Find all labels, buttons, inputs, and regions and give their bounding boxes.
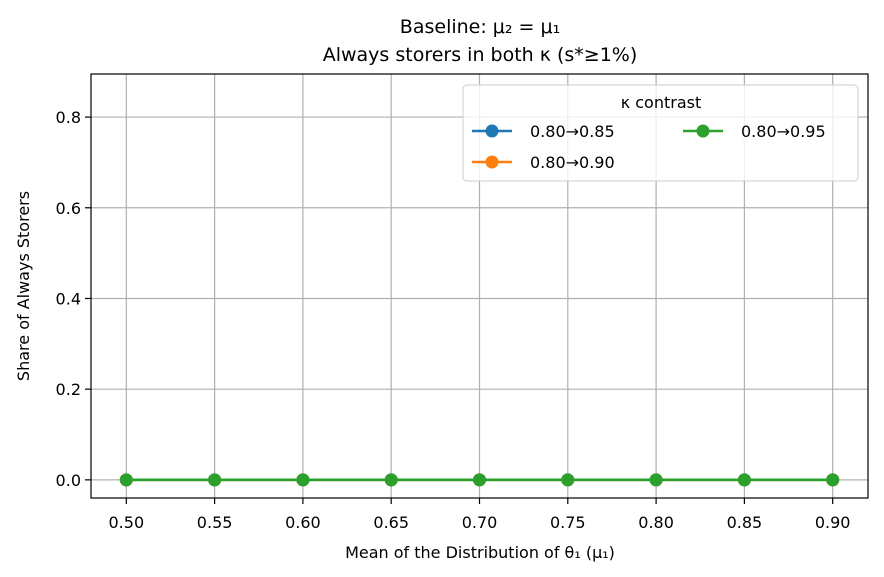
legend-title: κ contrast (621, 93, 702, 112)
legend-label: 0.80→0.95 (741, 122, 826, 141)
y-tick-label: 0.0 (56, 471, 81, 490)
y-tick-label: 0.8 (56, 108, 81, 127)
data-point (384, 473, 398, 487)
data-point (296, 473, 310, 487)
x-tick-label: 0.60 (285, 513, 321, 532)
x-axis-label: Mean of the Distribution of θ₁ (μ₁) (345, 543, 615, 562)
x-tick-label: 0.70 (462, 513, 498, 532)
x-tick-label: 0.55 (197, 513, 233, 532)
series-3 (119, 473, 840, 487)
data-point (826, 473, 840, 487)
chart-title-line1: Baseline: μ₂ = μ₁ (400, 16, 560, 38)
ticks: 0.50 0.55 0.60 0.65 0.70 0.75 0.80 0.85 0.90 0.0 0… (56, 108, 851, 532)
x-tick-label: 0.80 (638, 513, 674, 532)
y-tick-label: 0.6 (56, 199, 81, 218)
x-tick-label: 0.90 (815, 513, 851, 532)
data-point (737, 473, 751, 487)
y-tick-label: 0.4 (56, 289, 81, 308)
data-point (649, 473, 663, 487)
y-tick-label: 0.2 (56, 380, 81, 399)
data-point (473, 473, 486, 487)
chart-title-line2: Always storers in both κ (s*≥1%) (323, 44, 638, 66)
legend-label: 0.80→0.85 (530, 122, 615, 141)
legend-marker (485, 155, 499, 169)
x-tick-label: 0.65 (373, 513, 409, 532)
x-tick-label: 0.75 (550, 513, 586, 532)
series-lines (119, 473, 840, 487)
x-tick-label: 0.50 (109, 513, 145, 532)
legend-label: 0.80→0.90 (530, 153, 615, 172)
x-tick-label: 0.85 (727, 513, 763, 532)
legend-marker (485, 124, 499, 138)
data-point (119, 473, 133, 487)
legend: κ contrast 0.80→0.85 0.80→0.90 0.80→0.95 (462, 84, 859, 182)
legend-entries: 0.80→0.85 0.80→0.90 0.80→0.95 (472, 122, 826, 172)
legend-box (462, 84, 859, 182)
legend-entry: 0.80→0.85 (472, 122, 615, 141)
legend-marker (696, 124, 710, 138)
legend-entry: 0.80→0.90 (472, 153, 615, 172)
legend-entry: 0.80→0.95 (683, 122, 826, 141)
y-axis-label: Share of Always Storers (14, 191, 33, 381)
data-point (561, 473, 575, 487)
data-point (208, 473, 222, 487)
